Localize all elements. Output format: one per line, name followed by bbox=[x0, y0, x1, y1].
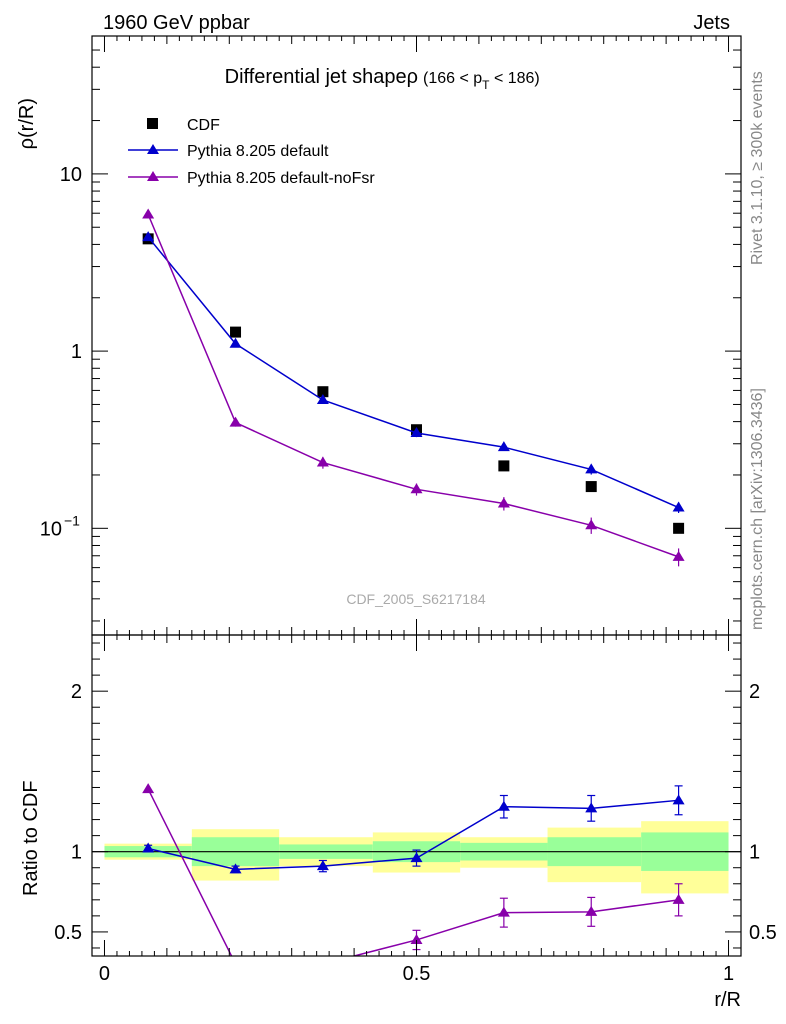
ratio-point-marker bbox=[230, 958, 242, 968]
main-point-marker bbox=[142, 231, 155, 242]
ratio-panel-frame bbox=[91, 634, 742, 957]
main-point-marker bbox=[229, 337, 242, 348]
ratio-axes: 2 2 1 1 0.5 0.5 0 0.5 1 bbox=[54, 635, 777, 985]
ratio-point-marker bbox=[410, 933, 423, 944]
ratio-point-marker bbox=[672, 893, 685, 904]
main-plot-subtitle: (166 < pT < 186) bbox=[423, 70, 540, 92]
main-point-marker bbox=[316, 456, 329, 467]
x-axis-label: r/R bbox=[714, 989, 741, 1011]
ratio-point-marker bbox=[317, 958, 329, 968]
main-point-marker bbox=[497, 441, 510, 452]
ratio-point-marker bbox=[585, 905, 598, 916]
legend-cdf-marker bbox=[147, 118, 158, 129]
legend-default-label: Pythia 8.205 default bbox=[187, 143, 329, 160]
header-right-label: Jets bbox=[693, 12, 730, 34]
ratio-y-tick-label-left: 0.5 bbox=[54, 922, 82, 944]
ratio-point-marker bbox=[142, 783, 155, 794]
ratio-bands bbox=[104, 821, 729, 894]
ratio-point-marker bbox=[316, 860, 329, 871]
main-point-marker bbox=[410, 427, 423, 438]
main-point-marker bbox=[585, 463, 598, 474]
ratio-y-axis-label: Ratio to CDF bbox=[20, 780, 42, 896]
main-point-marker bbox=[585, 519, 598, 530]
ratio-panel-data bbox=[142, 783, 685, 968]
ratio-point-marker bbox=[410, 852, 423, 863]
main-point-marker bbox=[410, 483, 423, 494]
main-y-tick-label: 10 bbox=[40, 518, 62, 540]
x-tick-label: 0 bbox=[99, 963, 110, 985]
ratio-y-tick-label-right: 1 bbox=[749, 842, 760, 864]
main-point-cdf bbox=[498, 460, 510, 472]
main-point-marker bbox=[142, 208, 155, 219]
main-point-marker bbox=[672, 501, 685, 512]
ratio-point-marker bbox=[229, 863, 242, 874]
main-point-cdf bbox=[317, 386, 329, 398]
main-point-cdf bbox=[673, 522, 685, 534]
main-series-line-1 bbox=[147, 236, 679, 509]
main-panel-data bbox=[142, 208, 685, 567]
main-point-marker bbox=[229, 416, 242, 427]
ratio-point-marker bbox=[585, 802, 598, 813]
ratio-point-marker bbox=[497, 800, 510, 811]
legend-nofsr-marker bbox=[147, 171, 159, 181]
main-series-line-2 bbox=[147, 214, 679, 558]
header-left-label: 1960 GeV ppbar bbox=[103, 12, 250, 34]
ratio-point-marker bbox=[142, 842, 155, 853]
main-point-marker bbox=[672, 550, 685, 561]
ratio-point-marker bbox=[672, 794, 685, 805]
ratio-y-tick-label-left: 1 bbox=[71, 842, 82, 864]
ratio-point-marker bbox=[497, 906, 510, 917]
x-tick-label: 0.5 bbox=[403, 963, 431, 985]
legend-default-marker bbox=[147, 144, 159, 154]
main-point-cdf bbox=[585, 481, 597, 493]
x-tick-label: 1 bbox=[723, 963, 734, 985]
ratio-y-tick-label-left: 2 bbox=[71, 681, 82, 703]
legend-cdf-label: CDF bbox=[187, 117, 220, 134]
main-y-tick-exponent: −1 bbox=[64, 512, 80, 528]
legend-nofsr-label: Pythia 8.205 default-noFsr bbox=[187, 170, 375, 187]
analysis-watermark: CDF_2005_S6217184 bbox=[346, 591, 486, 607]
main-plot-title: Differential jet shapeρ bbox=[225, 66, 418, 88]
legend: CDF Pythia 8.205 default Pythia 8.205 de… bbox=[128, 117, 375, 187]
main-point-marker bbox=[316, 393, 329, 404]
main-y-tick-label: 10 bbox=[60, 164, 82, 186]
mcplots-label: mcplots.cern.ch [arXiv:1306.3436] bbox=[749, 388, 766, 630]
ratio-y-tick-label-right: 2 bbox=[749, 681, 760, 703]
rivet-version-label: Rivet 3.1.10, ≥ 300k events bbox=[749, 71, 766, 265]
ratio-y-tick-label-right: 0.5 bbox=[749, 922, 777, 944]
main-y-tick-label: 1 bbox=[71, 341, 82, 363]
main-point-cdf bbox=[230, 326, 242, 338]
main-point-marker bbox=[497, 497, 510, 508]
main-y-axis-label: ρ(r/R) bbox=[16, 98, 38, 149]
